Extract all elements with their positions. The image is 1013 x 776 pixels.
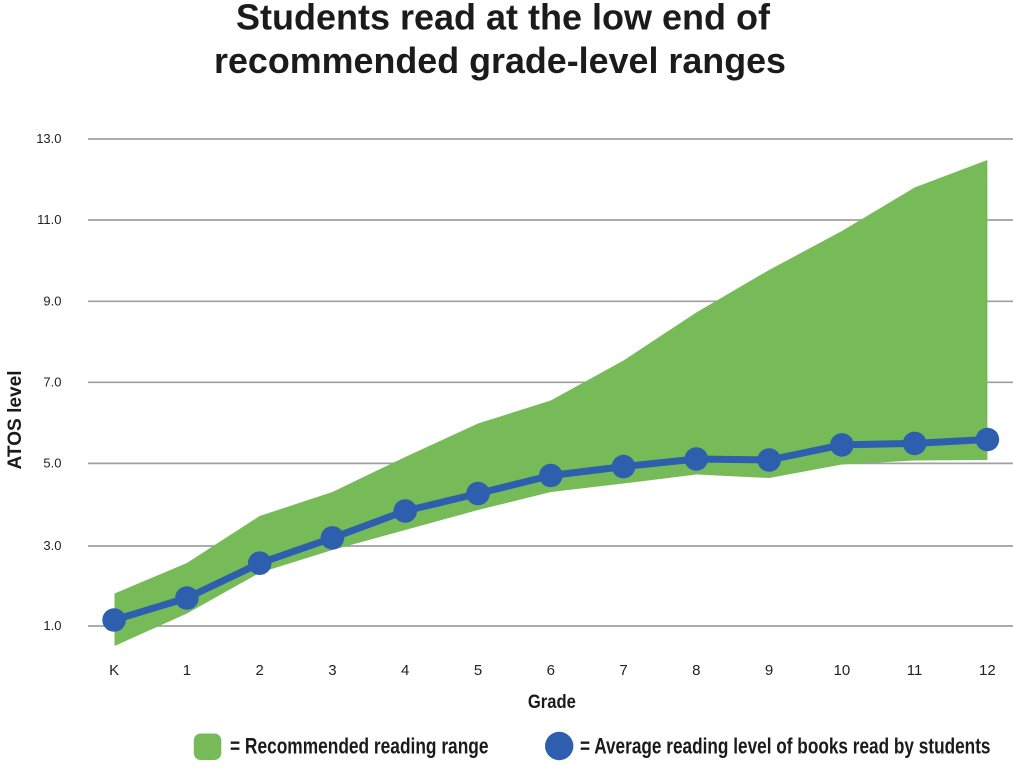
- svg-text:3.0: 3.0: [43, 538, 61, 553]
- svg-text:recommended grade-level ranges: recommended grade-level ranges: [214, 40, 786, 81]
- svg-text:6: 6: [547, 662, 555, 679]
- svg-text:K: K: [109, 662, 119, 679]
- svg-text:11.0: 11.0: [37, 212, 61, 227]
- svg-text:= Recommended reading range: = Recommended reading range: [230, 734, 489, 759]
- svg-text:= Average reading level of boo: = Average reading level of books read by…: [580, 734, 991, 759]
- svg-text:5: 5: [474, 662, 482, 679]
- svg-text:7: 7: [619, 662, 627, 679]
- svg-text:Students read at the low end o: Students read at the low end of: [236, 0, 771, 38]
- svg-text:7.0: 7.0: [43, 374, 61, 389]
- svg-text:5.0: 5.0: [43, 455, 61, 470]
- svg-text:Grade: Grade: [528, 692, 576, 713]
- svg-text:13.0: 13.0: [36, 131, 61, 146]
- svg-text:3: 3: [328, 662, 336, 679]
- svg-text:10: 10: [834, 662, 851, 679]
- svg-text:9: 9: [765, 662, 773, 679]
- svg-text:ATOS level: ATOS level: [5, 371, 26, 470]
- svg-text:8: 8: [692, 662, 700, 679]
- svg-text:4: 4: [401, 662, 409, 679]
- svg-text:1: 1: [183, 662, 191, 679]
- svg-text:11: 11: [907, 662, 923, 679]
- svg-text:9.0: 9.0: [43, 293, 61, 308]
- svg-text:2: 2: [256, 662, 264, 679]
- svg-text:12: 12: [979, 662, 996, 679]
- svg-text:1.0: 1.0: [43, 618, 61, 633]
